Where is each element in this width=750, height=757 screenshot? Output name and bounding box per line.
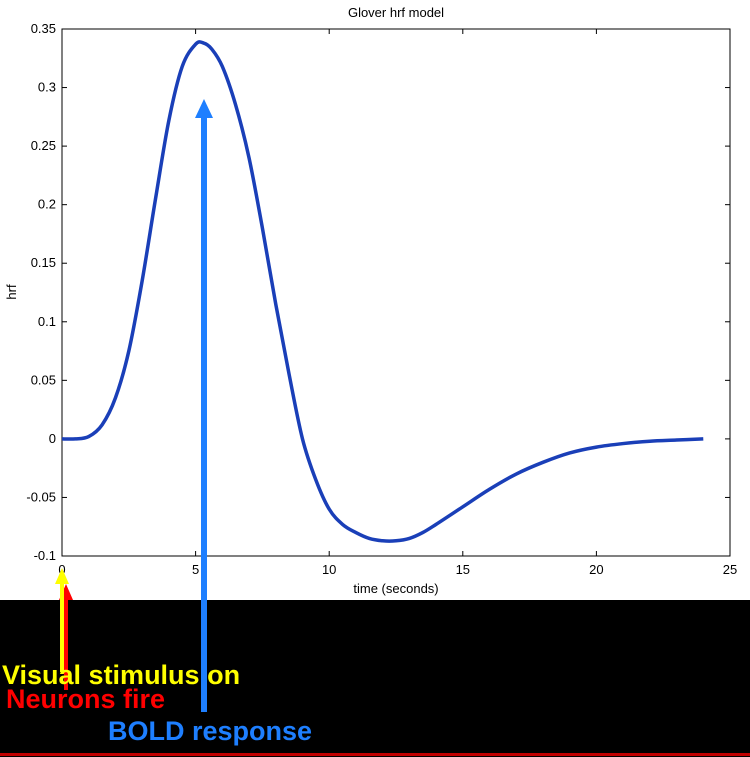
x-tick-label: 20 [589,562,603,577]
x-tick-label: 25 [723,562,737,577]
tick-labels: 0510152025-0.1-0.0500.050.10.150.20.250.… [26,21,737,577]
y-tick-label: 0.35 [31,21,56,36]
y-axis-label: hrf [4,284,19,300]
neurons-fire-label: Neurons fire [6,684,166,714]
x-tick-label: 15 [456,562,470,577]
y-tick-label: 0.3 [38,80,56,95]
x-tick-label: 5 [192,562,199,577]
hrf-series-line [61,40,704,543]
y-tick-label: 0.2 [38,197,56,212]
bold-response-label: BOLD response [108,716,313,746]
y-tick-label: 0.1 [38,314,56,329]
visual-stimulus-label: Visual stimulus on [2,660,241,690]
x-axis-label: time (seconds) [353,581,438,596]
y-tick-label: 0.25 [31,138,56,153]
y-tick-label: -0.05 [26,489,56,504]
stimulus-arrow [55,568,69,672]
chart-title: Glover hrf model [348,5,444,20]
axis-ticks [61,28,731,557]
bold-arrow [195,99,213,712]
y-tick-label: 0.05 [31,372,56,387]
bottom-divider [0,753,750,756]
y-tick-label: -0.1 [34,548,56,563]
plot-area-frame [61,28,731,557]
series-group [61,40,704,543]
plot-panel [0,0,750,600]
y-tick-label: 0 [49,431,56,446]
y-tick-label: 0.15 [31,255,56,270]
x-tick-label: 10 [322,562,336,577]
